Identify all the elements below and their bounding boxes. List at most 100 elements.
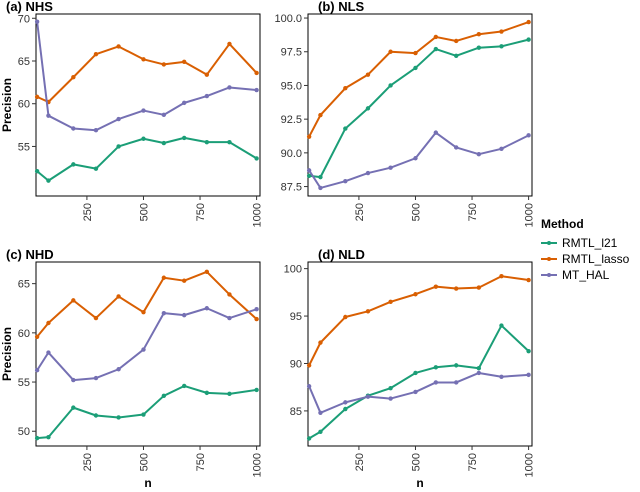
- x-tick-label: 750: [195, 453, 207, 471]
- data-point-rmtl-l21: [71, 405, 76, 410]
- data-point-rmtl-lasso: [526, 277, 531, 283]
- data-point-rmtl-lasso: [161, 62, 167, 67]
- data-point-mt-hal: [227, 85, 232, 90]
- data-point-mt-hal: [71, 377, 76, 383]
- x-tick-label: 1000: [252, 453, 264, 477]
- data-point-rmtl-l21: [365, 106, 371, 111]
- y-tick-label: 55: [18, 377, 30, 389]
- data-point-rmtl-lasso: [433, 284, 439, 289]
- data-point-rmtl-lasso: [526, 19, 531, 25]
- data-point-rmtl-l21: [204, 390, 210, 396]
- data-point-rmtl-l21: [227, 391, 232, 397]
- x-tick-label: 500: [410, 453, 422, 471]
- data-point-rmtl-l21: [141, 136, 146, 141]
- x-tick-label: 1000: [524, 203, 536, 227]
- data-point-mt-hal: [182, 312, 187, 318]
- plot-area: [35, 13, 261, 197]
- data-point-rmtl-lasso: [227, 41, 232, 47]
- y-tick-label: 65: [18, 56, 30, 68]
- legend-item-rmtl-l21: RMTL_l21: [541, 236, 618, 250]
- legend-label-mt-hal: MT_HAL: [562, 268, 610, 282]
- x-axis-title: n: [416, 476, 423, 490]
- plot-area: [307, 13, 533, 197]
- data-point-mt-hal: [318, 410, 323, 416]
- data-point-rmtl-lasso: [93, 51, 99, 57]
- legend-item-mt-hal: MT_HAL: [541, 268, 610, 282]
- data-point-rmtl-lasso: [141, 57, 146, 62]
- x-tick-label: 750: [467, 453, 479, 471]
- data-point-rmtl-l21: [499, 44, 504, 49]
- data-point-rmtl-lasso: [254, 316, 259, 322]
- data-point-mt-hal: [388, 396, 393, 401]
- legend-label-rmtl-l21: RMTL_l21: [562, 236, 618, 250]
- data-point-mt-hal: [454, 145, 459, 150]
- data-point-rmtl-lasso: [413, 50, 418, 56]
- data-point-mt-hal: [343, 400, 348, 405]
- data-point-mt-hal: [476, 370, 482, 376]
- data-point-rmtl-l21: [306, 436, 312, 441]
- data-point-rmtl-lasso: [499, 29, 504, 34]
- data-point-rmtl-lasso: [306, 134, 312, 139]
- data-point-rmtl-l21: [182, 383, 187, 389]
- data-point-rmtl-l21: [254, 156, 259, 161]
- data-point-rmtl-l21: [454, 53, 459, 58]
- data-point-mt-hal: [365, 394, 371, 399]
- x-axis-title: n: [144, 476, 151, 490]
- data-point-rmtl-lasso: [116, 44, 121, 49]
- data-point-rmtl-lasso: [71, 75, 76, 80]
- data-point-mt-hal: [318, 185, 323, 191]
- data-point-rmtl-l21: [93, 413, 99, 418]
- y-tick-label: 100.0: [274, 13, 302, 25]
- data-point-rmtl-lasso: [141, 309, 146, 315]
- data-point-rmtl-lasso: [454, 286, 459, 291]
- data-point-rmtl-l21: [413, 65, 418, 71]
- data-point-rmtl-l21: [433, 46, 439, 52]
- panel-b-nls: (b) NLS 87.5 90.0 92.5 95.0 97.5 100.0 250 500 75…: [274, 0, 535, 227]
- y-tick-label: 95: [290, 311, 302, 323]
- data-point-rmtl-lasso: [204, 269, 210, 275]
- data-point-rmtl-l21: [388, 83, 393, 88]
- data-point-rmtl-lasso: [318, 112, 323, 118]
- data-point-rmtl-lasso: [365, 309, 371, 314]
- plot-area: [307, 261, 533, 447]
- panel-title: (b) NLS: [318, 0, 365, 14]
- data-point-mt-hal: [34, 368, 40, 373]
- data-point-rmtl-l21: [413, 370, 418, 376]
- data-point-mt-hal: [93, 375, 99, 381]
- panel-title: (d) NLD: [318, 247, 365, 262]
- data-point-rmtl-lasso: [34, 334, 40, 339]
- x-tick-label: 1000: [252, 203, 264, 227]
- data-point-rmtl-lasso: [388, 49, 393, 54]
- x-tick-label: 500: [138, 453, 150, 471]
- data-point-rmtl-lasso: [476, 32, 482, 37]
- x-tick-label: 250: [354, 203, 366, 221]
- data-point-rmtl-lasso: [499, 274, 504, 279]
- data-point-rmtl-l21: [71, 162, 76, 167]
- data-point-rmtl-l21: [116, 144, 121, 149]
- y-tick-label: 100: [284, 264, 302, 276]
- data-point-mt-hal: [46, 113, 51, 118]
- data-point-mt-hal: [161, 310, 167, 316]
- data-point-rmtl-lasso: [343, 85, 348, 91]
- data-point-rmtl-l21: [476, 45, 482, 50]
- chart-panels: (a) NHS 55 60 65 70 250 500 750 1000 Precision (b)…: [0, 0, 536, 490]
- data-point-mt-hal: [46, 350, 51, 355]
- data-point-mt-hal: [182, 100, 187, 106]
- data-point-mt-hal: [306, 168, 312, 173]
- data-point-mt-hal: [343, 178, 348, 184]
- data-point-rmtl-lasso: [116, 294, 121, 299]
- data-point-rmtl-lasso: [433, 34, 439, 40]
- x-tick-label: 500: [410, 203, 422, 221]
- data-point-rmtl-lasso: [93, 315, 99, 321]
- data-point-mt-hal: [526, 133, 531, 138]
- y-tick-label: 70: [18, 13, 30, 25]
- y-axis-title: Precision: [0, 78, 14, 132]
- data-point-mt-hal: [433, 130, 439, 135]
- data-point-mt-hal: [254, 87, 259, 93]
- data-point-mt-hal: [116, 367, 121, 372]
- x-tick-label: 1000: [524, 453, 536, 477]
- data-point-mt-hal: [204, 93, 210, 99]
- y-tick-label: 50: [18, 426, 30, 438]
- data-point-rmtl-l21: [93, 166, 99, 171]
- data-point-mt-hal: [526, 372, 531, 378]
